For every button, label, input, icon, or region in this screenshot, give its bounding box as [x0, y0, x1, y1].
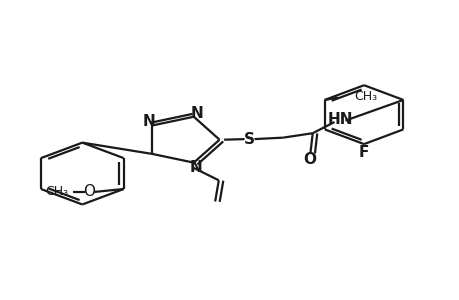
Text: N: N [190, 106, 203, 121]
Text: S: S [243, 132, 254, 147]
Text: HN: HN [326, 112, 352, 127]
Text: F: F [358, 145, 369, 160]
Text: O: O [84, 184, 95, 200]
Text: N: N [142, 115, 155, 130]
Text: CH₃: CH₃ [353, 91, 376, 103]
Text: CH₃: CH₃ [45, 185, 68, 199]
Text: O: O [302, 152, 315, 167]
Text: N: N [189, 160, 202, 175]
